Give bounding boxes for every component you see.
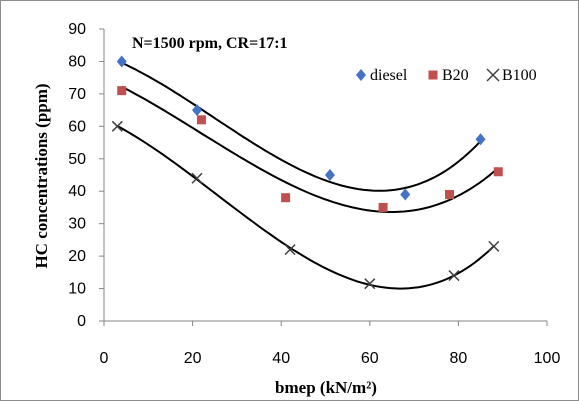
y-tick-label: 50 xyxy=(68,151,86,168)
legend-marker-b100 xyxy=(486,68,500,82)
y-tick-label: 10 xyxy=(68,281,86,298)
data-point-diesel xyxy=(400,188,411,201)
x-tick-label: 100 xyxy=(534,350,561,367)
data-point-b100 xyxy=(364,278,376,290)
data-point-diesel xyxy=(475,133,486,146)
data-point-b20 xyxy=(281,193,291,203)
y-tick-label: 40 xyxy=(68,183,86,200)
trendline-diesel xyxy=(121,61,482,192)
data-point-b20 xyxy=(445,189,455,199)
data-points xyxy=(111,55,503,290)
legend-label-b100: B100 xyxy=(502,67,537,84)
data-point-b20 xyxy=(493,167,503,177)
data-point-b100 xyxy=(191,172,203,184)
y-tick-label: 0 xyxy=(77,313,86,330)
axes xyxy=(99,28,548,326)
y-tick-label: 90 xyxy=(68,21,86,38)
data-point-diesel xyxy=(116,55,127,68)
data-point-b20 xyxy=(378,202,388,212)
legend-label-diesel: diesel xyxy=(370,67,408,84)
data-point-b20 xyxy=(196,115,206,125)
trendline-b20 xyxy=(121,85,499,213)
data-point-b100 xyxy=(284,244,296,256)
x-axis-title: bmep (kN/m²) xyxy=(275,378,377,397)
x-tick-label: 0 xyxy=(100,350,109,367)
data-point-b100 xyxy=(448,270,460,282)
trendline-b100 xyxy=(116,125,495,290)
tick-labels: 0 10 20 30 40 50 60 70 80 90 0 20 40 60 80 100 xyxy=(68,21,560,367)
data-point-b100 xyxy=(111,120,123,132)
y-tick-label: 30 xyxy=(68,216,86,233)
legend-marker-b20 xyxy=(428,70,438,80)
x-tick-label: 40 xyxy=(272,350,290,367)
data-point-b20 xyxy=(117,86,127,96)
y-axis-title: HC concentrations (ppm) xyxy=(32,83,51,268)
y-tick-label: 60 xyxy=(68,118,86,135)
data-point-diesel xyxy=(324,169,335,181)
data-point-diesel xyxy=(192,104,203,117)
chart-annotation: N=1500 rpm, CR=17:1 xyxy=(132,35,288,52)
trendlines xyxy=(116,61,499,290)
legend-label-b20: B20 xyxy=(442,67,469,84)
y-tick-label: 70 xyxy=(68,86,86,103)
legend-marker-diesel xyxy=(356,69,366,81)
y-tick-label: 20 xyxy=(68,248,86,265)
x-tick-label: 80 xyxy=(450,350,468,367)
y-tick-label: 80 xyxy=(68,53,86,70)
data-point-b100 xyxy=(488,240,500,252)
x-tick-label: 20 xyxy=(184,350,202,367)
legend: diesel B20 B100 xyxy=(356,67,537,84)
x-tick-label: 60 xyxy=(361,350,379,367)
